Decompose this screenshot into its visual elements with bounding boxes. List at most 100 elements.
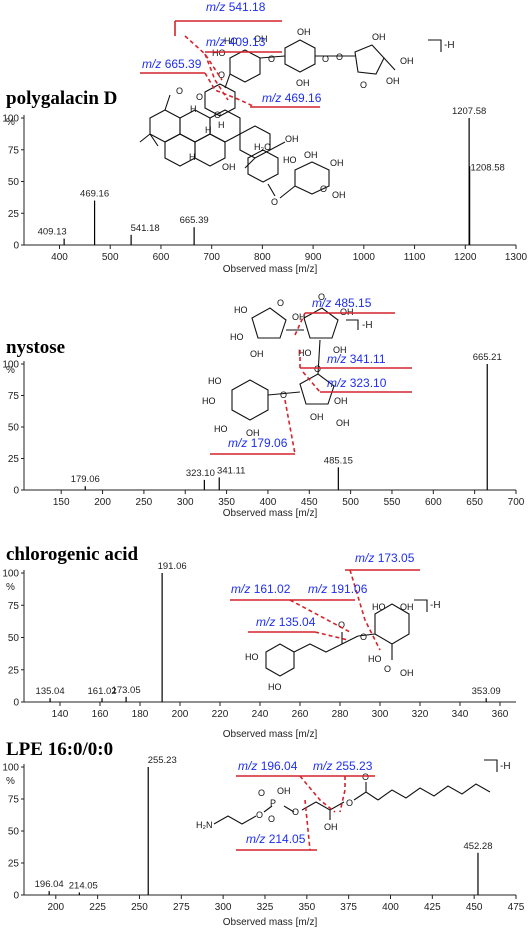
x-tick-label: 320 [412, 709, 429, 720]
x-tick-label: 200 [47, 902, 64, 913]
y-tick-label: 75 [8, 145, 20, 156]
panel-title: LPE 16:0/0:0 [6, 739, 113, 760]
svg-text:O: O [277, 298, 284, 308]
x-tick-label: 500 [102, 252, 119, 263]
x-tick-label: 500 [342, 497, 359, 508]
svg-text:O: O [360, 632, 367, 642]
y-tick-label: 50 [8, 633, 20, 644]
svg-text:OH: OH [296, 78, 310, 88]
fragment-annotation: m/z 161.02 [231, 582, 291, 596]
svg-text:O: O [256, 810, 263, 820]
y-tick-label: 75 [8, 795, 20, 806]
svg-text:OH: OH [250, 349, 264, 359]
x-tick-label: 600 [153, 252, 170, 263]
x-tick-label: 350 [298, 902, 315, 913]
y-unit-label: % [6, 365, 15, 376]
peak-label: 179.06 [71, 474, 100, 485]
svg-text:OH: OH [304, 150, 318, 160]
fragment-annotation: m/z 173.05 [355, 551, 415, 565]
svg-text:OH: OH [333, 345, 347, 355]
svg-text:HO: HO [230, 332, 244, 342]
svg-text:O: O [268, 54, 275, 64]
x-tick-label: 1000 [353, 252, 376, 263]
svg-text:HO: HO [372, 602, 386, 612]
panel-polygalacin-d: polygalacin D % 0 25 50 75 100 400 500 600 700 80… [2, 0, 527, 275]
x-axis-label: Observed mass [m/z] [223, 264, 318, 275]
x-tick-label: 550 [384, 497, 401, 508]
svg-text:O: O [346, 798, 353, 808]
peak-label: 665.21 [473, 352, 502, 363]
svg-text:OH: OH [246, 428, 260, 438]
x-tick-label: 700 [508, 497, 525, 508]
peak-label: 196.04 [35, 879, 64, 890]
y-tick-label: 0 [13, 486, 19, 497]
peak-label: 135.04 [36, 686, 65, 697]
x-tick-label: 1200 [454, 252, 477, 263]
svg-text:H: H [205, 125, 212, 135]
x-tick-label: 325 [257, 902, 274, 913]
fragment-annotation: m/z 191.06 [308, 582, 368, 596]
x-axis-label: Observed mass [m/z] [223, 508, 318, 519]
y-tick-label: 50 [8, 177, 20, 188]
svg-text:O: O [258, 788, 265, 798]
panel-chlorogenic-acid: chlorogenic acid % 0 25 50 75 100 140 160 180 20… [2, 544, 516, 740]
fragment-annotation: m/z 135.04 [256, 615, 316, 629]
x-tick-label: 700 [203, 252, 220, 263]
x-tick-label: 250 [131, 902, 148, 913]
peak-label: 323.10 [186, 468, 215, 479]
svg-text:HO: HO [234, 305, 248, 315]
y-tick-label: 50 [8, 423, 20, 434]
x-tick-label: 140 [52, 709, 69, 720]
fragment-annotation: m/z 541.18 [206, 0, 266, 14]
y-tick-label: 100 [2, 569, 19, 580]
fragment-annotation: m/z 409.13 [206, 35, 266, 49]
svg-text:O: O [320, 184, 327, 194]
y-unit-label: % [6, 117, 15, 128]
peak-label: 191.06 [158, 561, 187, 572]
svg-text:OH: OH [285, 134, 299, 144]
x-tick-label: 375 [340, 902, 357, 913]
svg-text:P: P [270, 798, 276, 808]
svg-text:H: H [218, 120, 225, 130]
svg-text:O: O [214, 110, 221, 120]
svg-text:OH: OH [332, 190, 346, 200]
y-tick-label: 25 [8, 859, 20, 870]
y-unit-label: % [6, 582, 15, 593]
peak-label: 353.09 [472, 686, 501, 697]
svg-text:HO: HO [283, 155, 297, 165]
y-tick-label: 75 [8, 391, 20, 402]
y-tick-label: 100 [2, 763, 19, 774]
x-tick-label: 220 [212, 709, 229, 720]
x-tick-label: 400 [260, 497, 277, 508]
peak-label: 665.39 [180, 215, 209, 226]
svg-text:HO: HO [245, 652, 259, 662]
peak-label: 255.23 [148, 755, 177, 766]
y-tick-label: 75 [8, 601, 20, 612]
x-tick-label: 200 [94, 497, 111, 508]
svg-text:H: H [189, 152, 196, 162]
ion-suffix: -H [362, 320, 373, 331]
svg-text:O: O [314, 364, 321, 374]
x-tick-label: 800 [254, 252, 271, 263]
svg-text:H₂N: H₂N [196, 820, 213, 830]
y-tick-label: 0 [13, 241, 19, 252]
svg-text:OH: OH [386, 76, 400, 86]
svg-text:O: O [362, 772, 369, 782]
x-axis-label: Observed mass [m/z] [223, 729, 318, 740]
x-tick-label: 200 [172, 709, 189, 720]
y-tick-label: 25 [8, 665, 20, 676]
svg-text:OH: OH [340, 307, 354, 317]
x-tick-label: 160 [92, 709, 109, 720]
peak-label: 409.13 [38, 227, 67, 238]
x-tick-label: 300 [215, 902, 232, 913]
ion-suffix: -H [444, 40, 455, 51]
svg-text:O: O [271, 197, 278, 207]
fragment-annotation: m/z 469.16 [262, 91, 322, 105]
x-tick-label: 650 [466, 497, 483, 508]
x-tick-label: 180 [132, 709, 149, 720]
svg-text:HO: HO [208, 376, 222, 386]
panel-title: polygalacin D [6, 88, 117, 109]
svg-text:H₃C: H₃C [254, 142, 271, 152]
x-tick-label: 300 [177, 497, 194, 508]
